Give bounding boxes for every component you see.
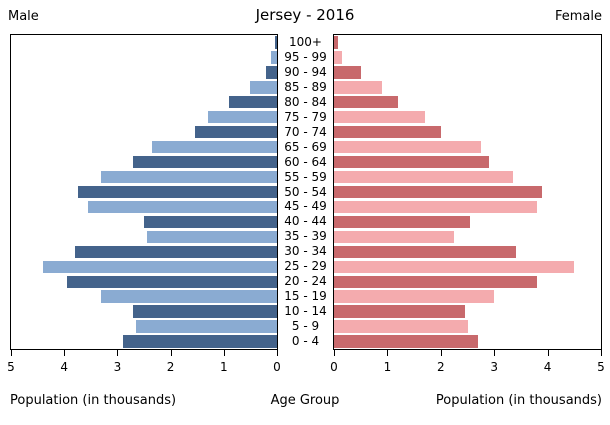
male-bar-0-4 xyxy=(122,335,277,348)
female-bar-70-74 xyxy=(334,126,441,139)
age-label-80-84: 80 - 84 xyxy=(284,94,327,109)
male-axis-title: Population (in thousands) xyxy=(10,393,177,408)
female-bar-35-39 xyxy=(334,230,455,244)
female-axis-title: Population (in thousands) xyxy=(435,393,602,408)
female-bar-10-14 xyxy=(334,305,465,318)
tick-label: 1 xyxy=(383,360,392,374)
tick-label: 3 xyxy=(490,360,498,374)
tick-mark xyxy=(223,350,225,356)
female-bar-95-99 xyxy=(334,51,342,64)
age-label-45-49: 45 - 49 xyxy=(284,199,327,214)
tick-mark xyxy=(601,350,602,356)
female-bar-5-9 xyxy=(334,320,468,333)
male-bar-80-84 xyxy=(229,96,277,109)
female-bar-40-44 xyxy=(334,215,471,229)
age-label-15-19: 15 - 19 xyxy=(284,289,327,304)
age-label-25-29: 25 - 29 xyxy=(284,259,327,274)
tick-mark xyxy=(334,350,335,356)
male-bar-20-24 xyxy=(66,275,277,288)
tick-label: 3 xyxy=(113,360,122,374)
age-label-40-44: 40 - 44 xyxy=(284,214,327,229)
age-label-30-34: 30 - 34 xyxy=(284,244,327,259)
female-bar-80-84 xyxy=(334,96,399,109)
male-bar-45-49 xyxy=(88,200,277,214)
tick-mark xyxy=(440,350,442,356)
female-bar-60-64 xyxy=(334,155,489,169)
female-bar-85-89 xyxy=(334,81,383,94)
male-bar-100+ xyxy=(275,36,277,49)
age-label-65-69: 65 - 69 xyxy=(284,139,327,154)
male-bar-30-34 xyxy=(74,245,277,258)
male-bar-5-9 xyxy=(136,320,277,333)
male-bar-70-74 xyxy=(194,126,277,139)
tick-label: 0 xyxy=(330,360,338,374)
age-group-axis: 100+ 95 - 99 90 - 94 85 - 89 80 - 84 75 - 79 7… xyxy=(278,34,333,350)
tick-label: 5 xyxy=(597,360,605,374)
male-bar-25-29 xyxy=(42,260,277,273)
age-label-35-39: 35 - 39 xyxy=(284,229,327,244)
male-bar-35-39 xyxy=(146,230,277,244)
male-header-label: Male xyxy=(8,9,39,24)
tick-label: 4 xyxy=(543,360,552,374)
tick-label: 0 xyxy=(273,360,281,374)
age-group-axis-title: Age Group xyxy=(270,393,340,408)
age-label-95-99: 95 - 99 xyxy=(284,49,327,64)
female-bar-65-69 xyxy=(334,140,481,154)
tick-mark xyxy=(387,350,389,356)
female-bar-45-49 xyxy=(334,200,537,214)
male-bar-60-64 xyxy=(133,155,277,169)
male-bar-55-59 xyxy=(101,170,277,184)
female-bars-panel xyxy=(333,34,602,350)
male-bar-85-89 xyxy=(250,81,277,94)
female-bar-75-79 xyxy=(334,111,425,124)
female-bar-50-54 xyxy=(334,185,543,199)
age-label-70-74: 70 - 74 xyxy=(284,124,327,139)
female-bar-0-4 xyxy=(334,335,479,348)
male-bar-50-54 xyxy=(77,185,277,199)
tick-mark xyxy=(11,350,12,356)
male-bars-panel xyxy=(10,34,278,350)
age-label-60-64: 60 - 64 xyxy=(284,154,327,169)
age-label-0-4: 0 - 4 xyxy=(291,334,320,349)
male-bar-10-14 xyxy=(133,305,277,318)
female-bar-30-34 xyxy=(334,245,516,258)
age-label-100+: 100+ xyxy=(289,35,322,49)
female-bar-20-24 xyxy=(334,275,537,288)
male-bar-75-79 xyxy=(207,111,277,124)
male-bar-65-69 xyxy=(151,140,277,154)
age-label-55-59: 55 - 59 xyxy=(284,169,327,184)
female-bar-25-29 xyxy=(334,260,575,273)
female-bar-100+ xyxy=(334,36,338,49)
female-header-label: Female xyxy=(554,9,602,24)
tick-label: 1 xyxy=(219,360,228,374)
age-label-85-89: 85 - 89 xyxy=(284,79,327,94)
age-label-10-14: 10 - 14 xyxy=(284,304,327,319)
age-label-75-79: 75 - 79 xyxy=(284,109,327,124)
female-bar-55-59 xyxy=(334,170,513,184)
chart-title: Jersey - 2016 xyxy=(255,6,355,24)
male-bar-40-44 xyxy=(144,215,277,229)
tick-mark xyxy=(64,350,66,356)
male-bar-15-19 xyxy=(101,290,277,303)
male-bar-95-99 xyxy=(270,51,277,64)
male-bar-90-94 xyxy=(266,66,277,79)
tick-label: 4 xyxy=(60,360,68,374)
female-bar-90-94 xyxy=(334,66,361,79)
female-bar-15-19 xyxy=(334,290,495,303)
age-label-20-24: 20 - 24 xyxy=(284,274,327,289)
tick-label: 5 xyxy=(7,360,15,374)
tick-mark xyxy=(494,350,496,356)
tick-mark xyxy=(170,350,172,356)
tick-mark xyxy=(117,350,119,356)
tick-mark xyxy=(277,350,278,356)
tick-label: 2 xyxy=(166,360,175,374)
tick-mark xyxy=(547,350,549,356)
age-label-50-54: 50 - 54 xyxy=(284,184,327,199)
tick-label: 2 xyxy=(436,360,445,374)
age-label-90-94: 90 - 94 xyxy=(284,64,327,79)
age-label-5-9: 5 - 9 xyxy=(291,319,320,334)
